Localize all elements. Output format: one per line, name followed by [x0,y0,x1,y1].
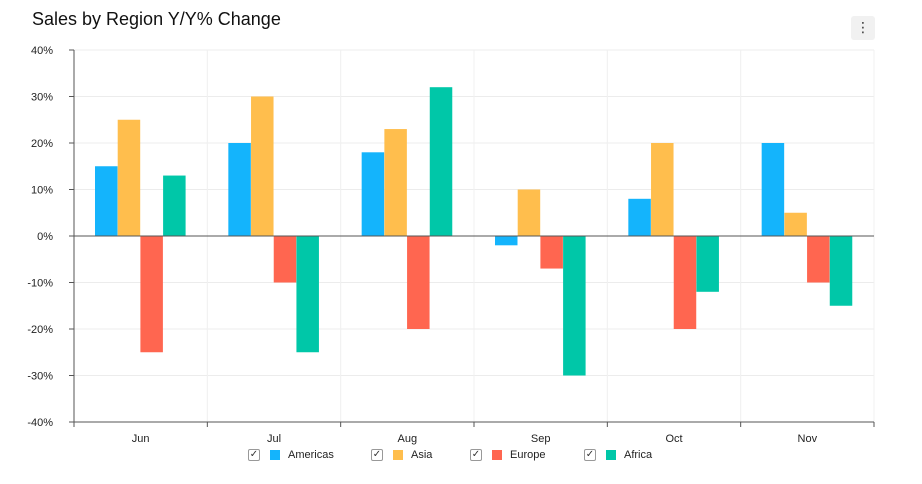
bar-asia-sep [517,189,541,236]
more-vertical-icon: ⋮ [856,20,870,36]
legend-swatch [270,450,280,460]
bar-americas-oct [628,198,651,236]
bar-europe-nov [807,236,830,283]
legend-item-americas[interactable]: ✓ Americas [248,445,334,465]
legend-swatch [492,450,502,460]
bar-europe-aug [407,236,430,329]
legend-item-asia[interactable]: ✓ Asia [371,445,432,465]
y-tick-label: -20% [27,324,53,336]
y-tick-label: -40% [27,417,53,429]
y-tick-label: 40% [31,45,53,57]
chart-title: Sales by Region Y/Y% Change [32,9,281,29]
bar-asia-oct [651,143,674,236]
bar-africa-aug [429,87,453,236]
legend-label: Europe [510,449,546,461]
bar-europe-jun [140,236,163,353]
legend-checkbox[interactable]: ✓ [371,449,383,461]
bar-chart: 40% 30% 20% 10% 0% -10% -20% -30% -40% Jun Jul Aug S… [27,45,875,445]
check-icon: ✓ [372,449,382,460]
bar-americas-aug [361,152,385,236]
legend-label: Asia [411,449,433,461]
legend-label: Africa [624,449,653,461]
bar-africa-sep [563,236,586,376]
y-tick-label: 20% [31,138,53,150]
bar-europe-sep [540,236,563,269]
bar-americas-nov [761,143,785,236]
y-tick-label: 30% [31,92,53,104]
x-tick-label: Nov [798,433,818,445]
legend: ✓ Americas ✓ Asia ✓ Europe ✓ Africa [0,445,922,465]
x-tick-label: Jun [132,433,150,445]
legend-item-europe[interactable]: ✓ Europe [470,445,545,465]
legend-swatch [606,450,616,460]
legend-label: Americas [288,449,334,461]
y-tick-label: 10% [31,185,53,197]
legend-checkbox[interactable]: ✓ [584,449,596,461]
x-tick-label: Oct [665,433,682,445]
legend-item-africa[interactable]: ✓ Africa [584,445,652,465]
check-icon: ✓ [471,449,481,460]
bar-africa-nov [829,236,853,306]
bar-europe-oct [673,236,697,329]
check-icon: ✓ [585,449,595,460]
y-tick-label: 0% [37,231,53,243]
x-tick-label: Aug [398,433,418,445]
legend-swatch [393,450,403,460]
bar-africa-oct [696,236,719,292]
bar-asia-jun [117,119,141,236]
bar-asia-nov [784,212,807,236]
bar-americas-sep [495,236,518,246]
bar-asia-jul [251,96,274,236]
y-tick-label: -10% [27,278,53,290]
chart-menu-button[interactable]: ⋮ [851,16,875,40]
bar-africa-jul [296,236,319,353]
x-tick-label: Sep [531,433,551,445]
legend-checkbox[interactable]: ✓ [248,449,260,461]
bar-americas-jun [95,166,118,236]
bar-africa-jun [163,175,186,236]
y-tick-label: -30% [27,371,53,383]
bar-asia-aug [384,129,407,236]
bar-americas-jul [228,143,251,236]
check-icon: ✓ [249,449,259,460]
bar-europe-jul [273,236,297,283]
legend-checkbox[interactable]: ✓ [470,449,482,461]
x-tick-label: Jul [267,433,281,445]
